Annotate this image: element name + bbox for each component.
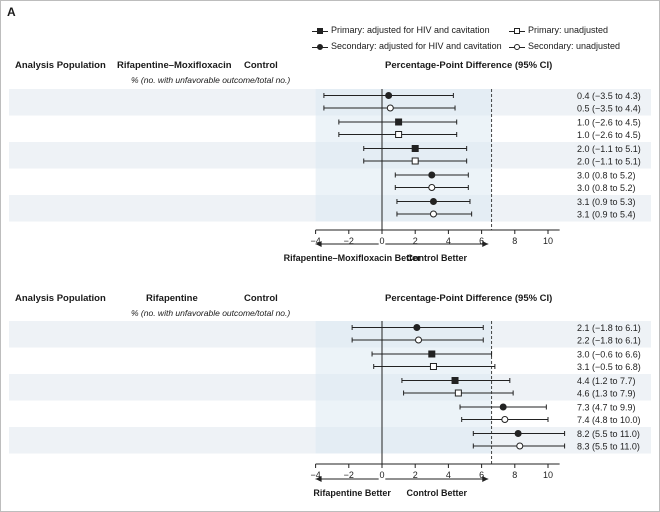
point-estimate (429, 210, 437, 218)
estimate-label: 3.0 (0.8 to 5.2) (577, 171, 636, 181)
estimate-label: 8.3 (5.5 to 11.0) (577, 442, 640, 452)
point-estimate (514, 430, 522, 437)
x-tick-label: 8 (512, 470, 517, 480)
filled-square-legend-icon (312, 26, 328, 36)
point-estimate (428, 350, 436, 358)
open-square-legend-icon (509, 26, 525, 36)
estimate-label: 3.0 (0.8 to 5.2) (577, 183, 636, 193)
header-treatment: Rifapentine–Moxifloxacin (117, 60, 232, 71)
estimate-label: 8.2 (5.5 to 11.0) (577, 429, 640, 439)
x-tick-label: −2 (344, 470, 354, 480)
right-arrow-icon (482, 241, 489, 247)
point-estimate (386, 104, 394, 112)
x-tick-label: 2 (413, 236, 418, 246)
header-population: Analysis Population (15, 293, 106, 304)
left-direction-label: Rifapentine–Moxifloxacin Better (283, 253, 421, 263)
legend-secondary-unadjusted: Secondary: unadjusted (509, 41, 620, 52)
estimate-label: 3.1 (0.9 to 5.3) (577, 197, 636, 207)
header-treatment: Rifapentine (146, 293, 198, 304)
x-tick-label: 10 (543, 470, 553, 480)
legend-primary-adjusted: Primary: adjusted for HIV and cavitation (312, 25, 490, 36)
point-estimate (395, 131, 403, 138)
estimate-label: 3.1 (−0.5 to 6.8) (577, 362, 641, 372)
estimate-label: 7.3 (4.7 to 9.9) (577, 403, 636, 413)
point-estimate (501, 416, 509, 423)
estimate-label: 2.2 (−1.8 to 6.1) (577, 336, 641, 346)
left-arrow-icon (315, 476, 322, 482)
x-tick-label: 10 (543, 236, 553, 246)
estimate-label: 3.0 (−0.6 to 6.6) (577, 350, 641, 360)
estimate-label: 1.0 (−2.6 to 4.5) (577, 118, 641, 128)
header-difference: Percentage-Point Difference (95% CI) (385, 60, 553, 71)
estimate-label: 3.1 (0.9 to 5.4) (577, 210, 636, 220)
point-estimate (385, 92, 393, 99)
estimate-label: 2.1 (−1.8 to 6.1) (577, 323, 641, 333)
left-arrow-icon (315, 241, 322, 247)
panel-label: A (7, 5, 16, 19)
forest-panel-2-marks: −4 −2 0 2 4 6 8 10 2.1 (−1.8 to 6.1) 2.2 (−1.8 to… (9, 321, 651, 482)
point-estimate (499, 403, 507, 411)
point-estimate (451, 377, 459, 384)
x-tick-label: 2 (413, 470, 418, 480)
x-tick-label: 0 (379, 236, 384, 246)
header-difference: Percentage-Point Difference (95% CI) (385, 293, 553, 304)
legend-primary-unadjusted: Primary: unadjusted (509, 25, 608, 36)
point-estimate (413, 324, 421, 331)
estimate-label: 0.4 (−3.5 to 4.3) (577, 91, 641, 101)
point-estimate (411, 145, 419, 152)
x-tick-label: 6 (479, 236, 484, 246)
estimate-label: 7.4 (4.8 to 10.0) (577, 415, 641, 425)
estimate-label: 2.0 (−1.1 to 5.1) (577, 144, 641, 154)
x-tick-label: 6 (479, 470, 484, 480)
estimate-label: 4.4 (1.2 to 7.7) (577, 376, 636, 386)
left-direction-label: Rifapentine Better (313, 488, 391, 498)
equivalence-region (315, 89, 492, 222)
header-control: Control (244, 293, 278, 304)
x-tick-label: 8 (512, 236, 517, 246)
forest-panel-1-marks: −4 −2 0 2 4 6 8 10 0.4 (−3.5 to 4.3) 0.5 (−3.5 to… (9, 89, 651, 247)
estimate-label: 1.0 (−2.6 to 4.5) (577, 130, 641, 140)
point-estimate (429, 198, 437, 205)
open-circle-legend-icon (509, 42, 525, 52)
x-tick-label: −2 (344, 236, 354, 246)
point-estimate (454, 389, 462, 397)
x-tick-label: 4 (446, 470, 451, 480)
point-estimate (429, 363, 437, 370)
header-control: Control (244, 60, 278, 71)
x-tick-label: −4 (310, 470, 320, 480)
estimate-label: 4.6 (1.3 to 7.9) (577, 389, 636, 399)
point-estimate (428, 184, 436, 191)
right-arrow-icon (482, 476, 489, 482)
right-direction-label: Control Better (406, 488, 468, 498)
header-units: % (no. with unfavorable outcome/total no… (131, 308, 291, 318)
point-estimate (415, 336, 423, 344)
point-estimate (395, 118, 403, 126)
x-tick-label: 0 (379, 470, 384, 480)
header-population: Analysis Population (15, 60, 106, 71)
point-estimate (411, 157, 419, 165)
equivalence-region (315, 321, 492, 454)
right-direction-label: Control Better (406, 253, 468, 263)
header-units: % (no. with unfavorable outcome/total no… (131, 75, 291, 85)
filled-circle-legend-icon (312, 42, 328, 52)
x-tick-label: −4 (310, 236, 320, 246)
estimate-label: 2.0 (−1.1 to 5.1) (577, 157, 641, 167)
estimate-label: 0.5 (−3.5 to 4.4) (577, 104, 641, 114)
legend-secondary-adjusted: Secondary: adjusted for HIV and cavitati… (312, 41, 502, 52)
point-estimate (516, 442, 524, 450)
point-estimate (428, 171, 436, 179)
x-tick-label: 4 (446, 236, 451, 246)
